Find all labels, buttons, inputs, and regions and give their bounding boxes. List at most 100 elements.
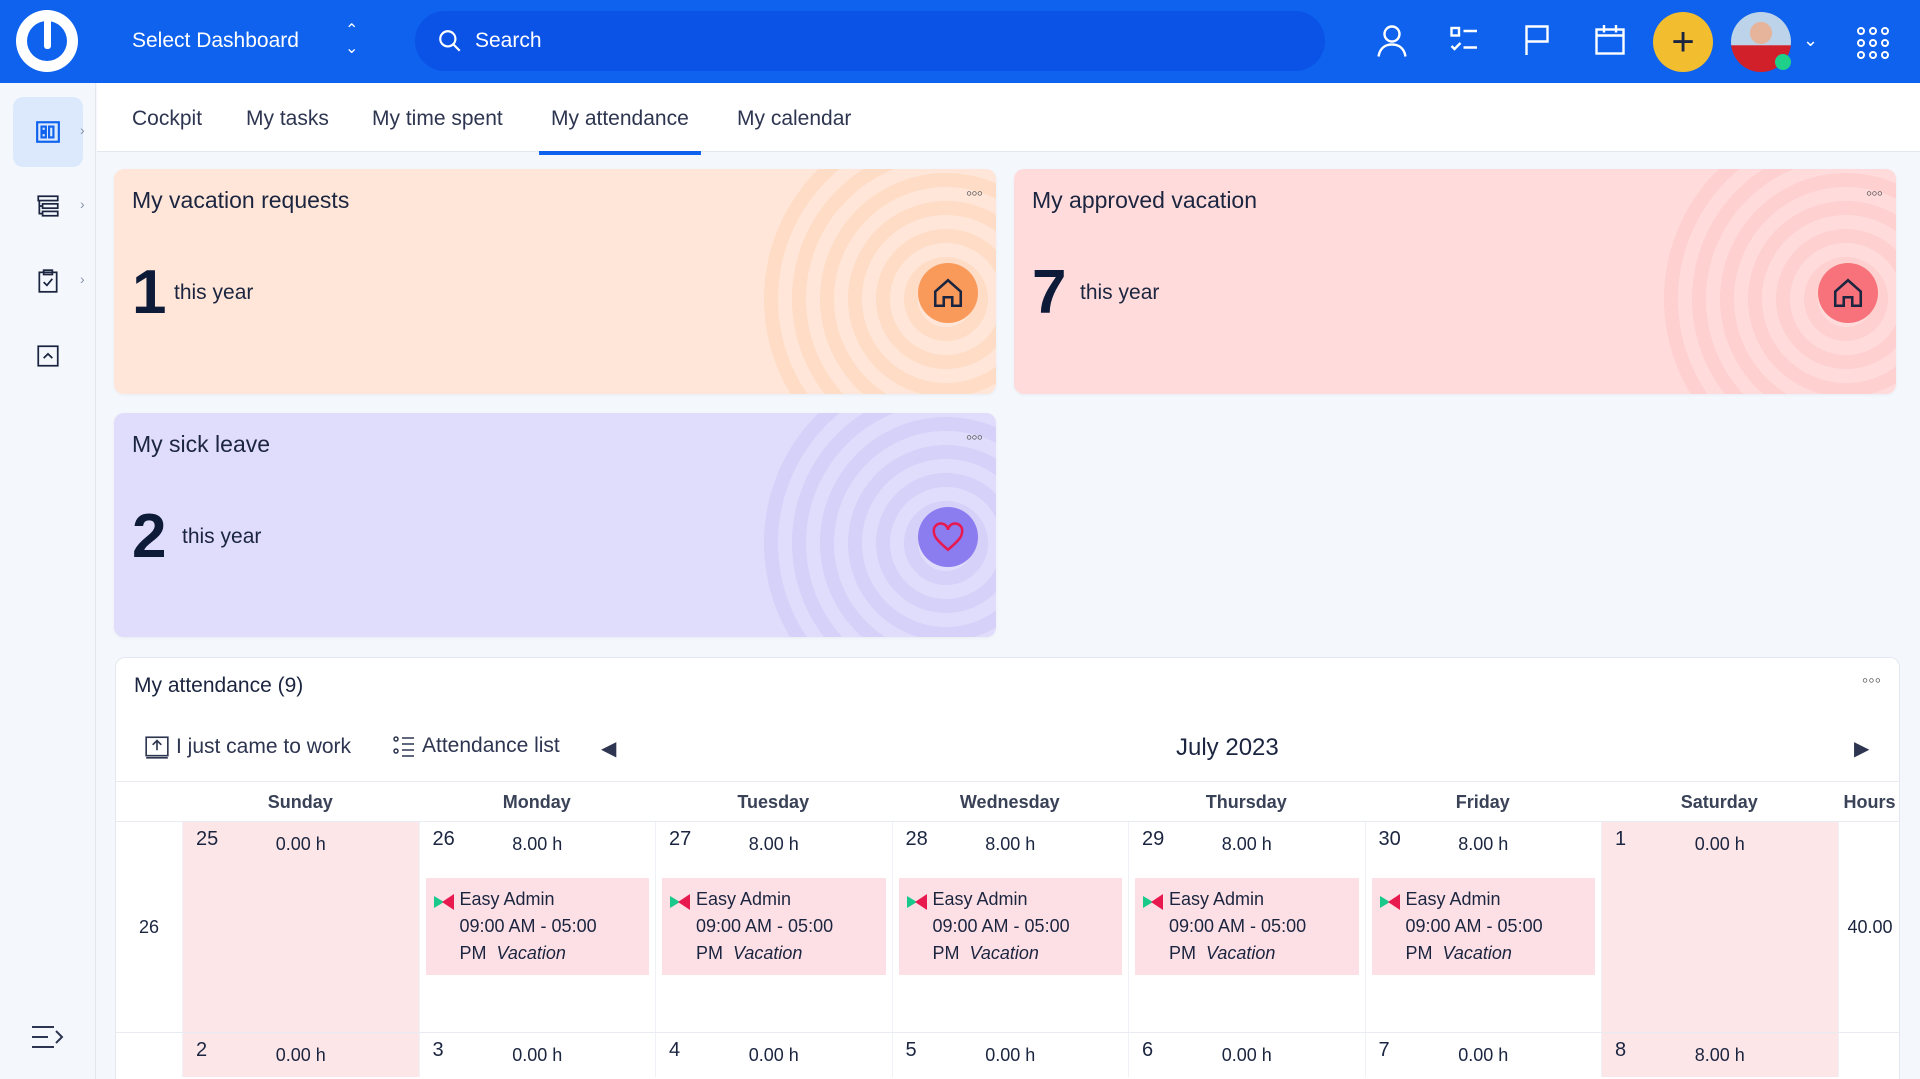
day-hours: 0.00 h	[512, 1045, 563, 1065]
day-number: 25	[196, 828, 219, 850]
calendar-day-cell[interactable]: 26 8.00 h Easy Admin 09:00 AM - 05:00 PM Vaca…	[418, 822, 656, 1032]
column-header: Sunday	[267, 792, 333, 812]
event-type: Vacation	[1206, 943, 1276, 963]
day-hours: 0.00 h	[275, 1045, 326, 1065]
dashboard-tabs: Cockpit My tasks My time spent My attend…	[97, 83, 1920, 155]
add-button[interactable]: +	[1653, 12, 1713, 72]
vacation-bowtie-icon	[433, 894, 454, 910]
search-input[interactable]	[475, 29, 1275, 53]
attendance-event[interactable]: Easy Admin 09:00 AM - 05:00 PM Vacation	[425, 878, 649, 975]
heart-icon	[918, 507, 978, 567]
calendar-day-cell[interactable]: 25 0.00 h	[182, 822, 419, 1032]
day-hours: 0.00 h	[1694, 834, 1745, 854]
day-number: 2	[196, 1039, 208, 1061]
calendar-day-cell[interactable]: 3 0.00 h	[418, 1033, 656, 1077]
home-icon	[918, 263, 978, 323]
calendar-day-cell[interactable]: 8 8.00 h	[1601, 1033, 1838, 1077]
week-number: 26	[138, 916, 160, 937]
calendar-week-row: 2 0.00 h 3 0.00 h 4 0.00 h 5 0.00 h 6 0.00 h 7 0.00…	[116, 1033, 1899, 1077]
came-to-work-button[interactable]: I just came to work	[144, 734, 351, 760]
column-header: Thursday	[1205, 792, 1287, 812]
search-bar[interactable]	[415, 11, 1325, 71]
app-logo[interactable]	[16, 10, 78, 72]
vacation-bowtie-icon	[1143, 894, 1163, 910]
column-header: Saturday	[1680, 792, 1758, 812]
calendar-day-cell[interactable]: 30 8.00 h Easy Admin 09:00 AM - 05:00 PM Vaca…	[1364, 822, 1602, 1032]
calendar-day-cell[interactable]: 28 8.00 h Easy Admin 09:00 AM - 05:00 PM Vaca…	[891, 822, 1129, 1032]
sidebar-item-tasks[interactable]	[13, 246, 83, 316]
tab-cockpit[interactable]: Cockpit	[132, 107, 203, 130]
more-options-icon[interactable]: ◦◦◦	[1865, 183, 1883, 203]
sidebar-item-dashboard[interactable]	[13, 97, 83, 167]
day-number: 5	[905, 1039, 917, 1061]
event-user: Easy Admin	[1169, 889, 1265, 909]
day-hours: 0.00 h	[1221, 1045, 1272, 1065]
event-type: Vacation	[969, 943, 1039, 963]
event-type: Vacation	[1442, 943, 1512, 963]
day-hours: 0.00 h	[1458, 1045, 1509, 1065]
calendar-header-row: Sunday Monday Tuesday Wednesday Thursday Frid…	[116, 782, 1899, 822]
event-time-suffix: PM	[932, 943, 960, 963]
calendar-week-row: 26 25 0.00 h 26 8.00 h Easy Admin 09:00 AM - 0…	[116, 822, 1899, 1033]
month-label: July 2023	[1176, 734, 1279, 761]
attendance-event[interactable]: Easy Admin 09:00 AM - 05:00 PM Vacation	[1371, 878, 1595, 975]
day-hours: 8.00 h	[1694, 1045, 1745, 1065]
chevron-up-down-icon[interactable]: ⌃ ⌄	[345, 22, 359, 57]
menu-expand-icon[interactable]	[30, 1023, 64, 1051]
apps-grid-icon[interactable]	[1857, 27, 1889, 59]
chevron-right-icon[interactable]: ›	[80, 196, 85, 212]
calendar-day-cell[interactable]: 5 0.00 h	[891, 1033, 1129, 1077]
attendance-title: My attendance (9)	[134, 674, 304, 697]
tab-my-tasks[interactable]: My tasks	[246, 107, 329, 130]
calendar-day-cell[interactable]: 29 8.00 h Easy Admin 09:00 AM - 05:00 PM Vaca…	[1128, 822, 1365, 1032]
event-type: Vacation	[496, 943, 566, 963]
calendar-day-cell[interactable]: 7 0.00 h	[1364, 1033, 1602, 1077]
event-time-end: PM Vacation	[460, 940, 642, 967]
tab-my-time-spent[interactable]: My time spent	[372, 107, 503, 130]
event-time-end: PM Vacation	[696, 940, 878, 967]
user-icon[interactable]	[1374, 22, 1410, 58]
flag-icon[interactable]	[1519, 22, 1555, 58]
attendance-panel: My attendance (9) ◦◦◦ I just came to wor…	[115, 657, 1900, 1079]
select-dashboard[interactable]: Select Dashboard	[132, 29, 299, 52]
day-number: 26	[432, 828, 455, 850]
tab-my-calendar[interactable]: My calendar	[737, 107, 852, 130]
calendar-day-cell[interactable]: 2 0.00 h	[182, 1033, 419, 1077]
event-type: Vacation	[733, 943, 803, 963]
card-title: My sick leave	[132, 431, 271, 457]
more-options-icon[interactable]: ◦◦◦	[965, 427, 983, 447]
day-hours: 8.00 h	[985, 834, 1036, 854]
tab-my-attendance[interactable]: My attendance	[539, 107, 701, 155]
day-number: 3	[432, 1039, 444, 1061]
calendar-icon[interactable]	[1592, 22, 1628, 58]
attendance-list-button[interactable]: Attendance list	[392, 734, 560, 758]
search-icon	[439, 30, 461, 52]
chevron-right-icon[interactable]: ›	[80, 271, 85, 287]
day-number: 28	[905, 828, 928, 850]
calendar-day-cell[interactable]: 27 8.00 h Easy Admin 09:00 AM - 05:00 PM Vaca…	[655, 822, 892, 1032]
event-user: Easy Admin	[459, 889, 555, 909]
chevron-right-icon[interactable]: ›	[80, 122, 85, 138]
next-month-button[interactable]: ▶	[1854, 738, 1870, 760]
attendance-event[interactable]: Easy Admin 09:00 AM - 05:00 PM Vacation	[662, 878, 886, 975]
previous-month-button[interactable]: ◀	[601, 738, 617, 760]
day-number: 29	[1142, 828, 1165, 850]
attendance-event[interactable]: Easy Admin 09:00 AM - 05:00 PM Vacation	[1135, 878, 1359, 975]
calendar-day-cell[interactable]: 1 0.00 h	[1601, 822, 1838, 1032]
event-time-suffix: PM	[459, 943, 487, 963]
home-icon	[1818, 263, 1878, 323]
calendar-day-cell[interactable]: 4 0.00 h	[655, 1033, 892, 1077]
more-options-icon[interactable]: ◦◦◦	[965, 183, 983, 203]
more-options-icon[interactable]: ◦◦◦	[1861, 670, 1881, 690]
calendar-day-cell[interactable]: 6 0.00 h	[1128, 1033, 1365, 1077]
week-column-header	[116, 782, 182, 822]
chevron-down-icon[interactable]: ⌄	[1803, 30, 1819, 50]
card-title: My approved vacation	[1032, 187, 1258, 213]
task-list-icon[interactable]	[1447, 22, 1483, 58]
card-subtitle: this year	[182, 525, 262, 548]
sidebar-item-collapse-box[interactable]	[13, 321, 83, 391]
card-title: My vacation requests	[132, 187, 350, 213]
attendance-event[interactable]: Easy Admin 09:00 AM - 05:00 PM Vacation	[898, 878, 1122, 975]
came-to-work-label: I just came to work	[176, 735, 352, 758]
sidebar-item-list[interactable]	[13, 171, 83, 241]
